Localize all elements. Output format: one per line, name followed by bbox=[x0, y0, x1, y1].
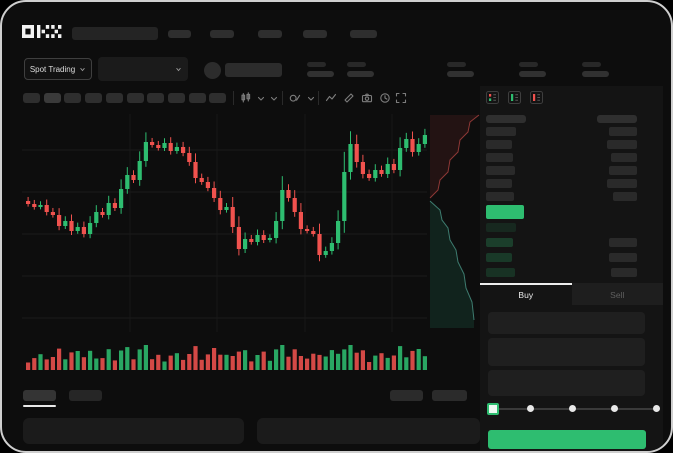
bid-amount-placeholder bbox=[609, 238, 637, 247]
ask-amount-placeholder bbox=[611, 153, 637, 162]
coin-avatar bbox=[204, 62, 221, 79]
orderbook-amount-header-placeholder bbox=[597, 115, 637, 123]
ask-amount-placeholder bbox=[609, 127, 637, 136]
bottom-tab-active-placeholder[interactable] bbox=[23, 390, 56, 401]
last-price-badge bbox=[486, 205, 524, 219]
bottom-panel-right bbox=[257, 418, 480, 444]
timeframe-button-placeholder[interactable] bbox=[105, 93, 123, 103]
depth-chart bbox=[429, 114, 480, 328]
candlestick-chart bbox=[22, 114, 427, 370]
bid-price-placeholder bbox=[486, 223, 516, 232]
market-type-selector[interactable]: Spot Trading bbox=[24, 58, 92, 80]
orderbook-bid-row[interactable] bbox=[486, 253, 637, 262]
pair-name-placeholder bbox=[225, 63, 282, 77]
ask-amount-placeholder bbox=[607, 179, 637, 188]
timeframe-button-placeholder[interactable] bbox=[126, 93, 144, 103]
price-input[interactable] bbox=[488, 312, 645, 334]
trade-side-tabs: Buy Sell bbox=[480, 283, 663, 305]
toolbar-divider bbox=[318, 91, 319, 105]
history-clock-icon[interactable] bbox=[379, 92, 391, 104]
okx-logo[interactable] bbox=[22, 25, 62, 39]
orderbook-ask-row[interactable] bbox=[486, 127, 637, 136]
bid-price-placeholder bbox=[486, 238, 513, 247]
timeframe-button-placeholder[interactable] bbox=[147, 93, 165, 103]
nav-item-placeholder[interactable] bbox=[303, 30, 327, 38]
bid-amount-placeholder bbox=[609, 253, 637, 262]
slider-step-dot[interactable] bbox=[653, 405, 660, 412]
orderbook-ask-row[interactable] bbox=[486, 179, 637, 188]
market-type-label: Spot Trading bbox=[29, 64, 76, 74]
timeframe-button-placeholder[interactable] bbox=[167, 93, 185, 103]
ask-amount-placeholder bbox=[609, 166, 637, 175]
orderbook-ask-row[interactable] bbox=[486, 166, 637, 175]
orderbook-ask-row[interactable] bbox=[486, 140, 637, 149]
ask-price-placeholder bbox=[486, 127, 516, 136]
bottom-tab-placeholder[interactable] bbox=[69, 390, 102, 401]
chevron-down-icon bbox=[80, 67, 85, 71]
toolbar-divider bbox=[233, 91, 234, 105]
slider-step-dot[interactable] bbox=[569, 405, 576, 412]
amount-input[interactable] bbox=[488, 338, 645, 366]
active-tab-underline bbox=[23, 405, 56, 407]
orderbook-view-bids-icon[interactable] bbox=[508, 91, 521, 104]
bid-price-placeholder bbox=[486, 268, 515, 277]
ask-price-placeholder bbox=[486, 140, 512, 149]
total-input[interactable] bbox=[488, 370, 645, 396]
timeframe-button-placeholder[interactable] bbox=[43, 93, 61, 103]
indicators-icon[interactable] bbox=[289, 92, 301, 104]
toolbar-divider bbox=[282, 91, 283, 105]
measure-icon[interactable] bbox=[343, 92, 355, 104]
chevron-down-icon[interactable] bbox=[268, 93, 280, 105]
bid-price-placeholder bbox=[486, 253, 512, 262]
chart-type-icon[interactable] bbox=[240, 92, 252, 104]
bid-amount-placeholder bbox=[611, 268, 637, 277]
amount-slider[interactable] bbox=[487, 403, 660, 415]
ask-amount-placeholder bbox=[613, 192, 637, 201]
nav-item-placeholder[interactable] bbox=[350, 30, 377, 38]
pair-selector-dropdown[interactable] bbox=[98, 57, 188, 81]
chevron-down-icon bbox=[176, 67, 181, 71]
timeframe-button-placeholder[interactable] bbox=[85, 93, 103, 103]
tab-buy[interactable]: Buy bbox=[480, 283, 572, 305]
ask-price-placeholder bbox=[486, 192, 514, 201]
bottom-panel-left bbox=[23, 418, 244, 444]
orderbook-bid-row[interactable] bbox=[486, 238, 637, 247]
line-tools-icon[interactable] bbox=[325, 92, 337, 104]
ask-amount-placeholder bbox=[607, 140, 637, 149]
screenshot-camera-icon[interactable] bbox=[361, 92, 373, 104]
orderbook-bid-row[interactable] bbox=[486, 223, 637, 232]
buy-submit-button[interactable] bbox=[488, 430, 646, 449]
tab-sell[interactable]: Sell bbox=[571, 283, 663, 305]
timeframe-button-placeholder[interactable] bbox=[209, 93, 227, 103]
orderbook-ask-row[interactable] bbox=[486, 192, 637, 201]
slider-handle[interactable] bbox=[487, 403, 499, 415]
chevron-down-icon[interactable] bbox=[255, 93, 267, 105]
panel-action-placeholder[interactable] bbox=[432, 390, 467, 401]
timeframe-button-placeholder[interactable] bbox=[23, 93, 40, 103]
timeframe-button-placeholder[interactable] bbox=[188, 93, 206, 103]
orderbook-view-asks-icon[interactable] bbox=[530, 91, 543, 104]
orderbook-price-header-placeholder bbox=[486, 115, 526, 123]
ask-price-placeholder bbox=[486, 153, 513, 162]
orderbook-ask-row[interactable] bbox=[486, 153, 637, 162]
orderbook-view-split-icon[interactable] bbox=[486, 91, 499, 104]
fullscreen-icon[interactable] bbox=[395, 92, 407, 104]
nav-item-placeholder[interactable] bbox=[168, 30, 191, 38]
ask-price-placeholder bbox=[486, 179, 512, 188]
slider-step-dot[interactable] bbox=[611, 405, 618, 412]
chevron-down-icon[interactable] bbox=[305, 93, 317, 105]
timeframe-button-placeholder[interactable] bbox=[64, 93, 82, 103]
panel-action-placeholder[interactable] bbox=[390, 390, 423, 401]
slider-step-dot[interactable] bbox=[527, 405, 534, 412]
nav-item-placeholder[interactable] bbox=[210, 30, 234, 38]
order-book-trade-panel: Buy Sell bbox=[480, 86, 663, 451]
orderbook-bid-row[interactable] bbox=[486, 268, 637, 277]
nav-primary-placeholder[interactable] bbox=[72, 27, 158, 40]
nav-item-placeholder[interactable] bbox=[258, 30, 282, 38]
ask-price-placeholder bbox=[486, 166, 515, 175]
